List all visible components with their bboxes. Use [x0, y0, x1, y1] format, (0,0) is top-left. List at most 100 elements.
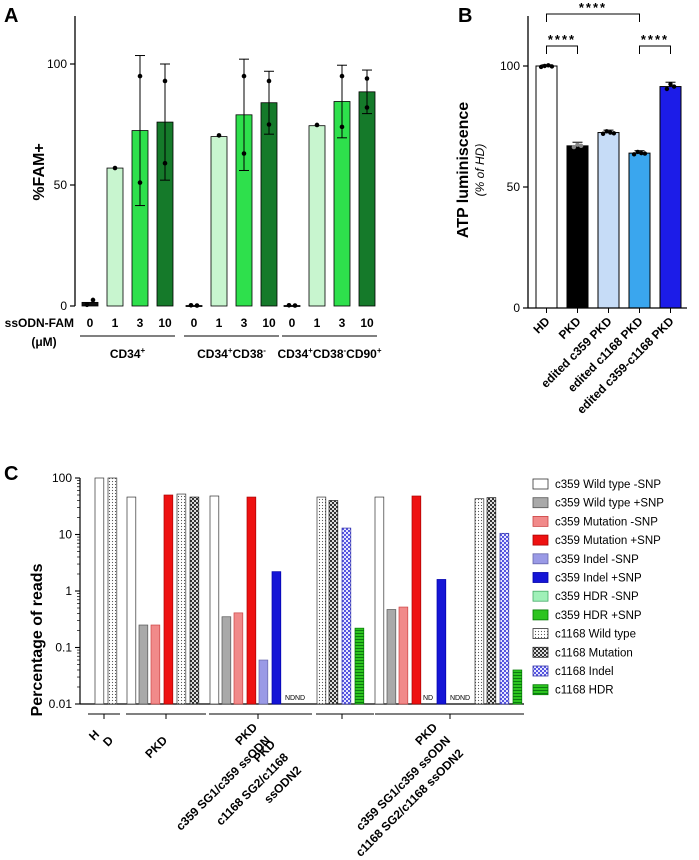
panel-a-point [194, 303, 200, 308]
panel-c-bar [258, 659, 269, 705]
panel-a-point [364, 76, 370, 81]
panel-a-group-label-part: - [344, 346, 347, 355]
panel-a-dose-label: 0 [191, 316, 198, 330]
panel-c-bar [233, 612, 244, 705]
panel-b-point [575, 142, 580, 147]
panel-c-legend-swatch [532, 572, 549, 583]
panel-a-group-label-part: + [308, 346, 313, 355]
panel-c-bar [126, 496, 137, 705]
panel-b-significance-bracket [546, 45, 578, 54]
panel-a-group-label-part: CD34 [110, 347, 141, 361]
panel-c-legend-swatch [532, 684, 549, 696]
panel-c-bar [374, 496, 385, 705]
panel-a-group-label-part: CD34 [277, 347, 308, 361]
panel-c-nd-label: ND [460, 695, 470, 702]
panel-b-significance-label: **** [579, 0, 607, 15]
panel-a-point [137, 180, 143, 185]
panel-a-point [162, 78, 168, 84]
panel-c-legend-label: c1168 Indel [555, 666, 614, 678]
panel-c-legend-label: c359 Mutation +SNP [555, 535, 661, 547]
panel-c-ytick-label: 0.01 [49, 697, 73, 711]
panel-c-bar [411, 495, 422, 705]
panel-c-ytick-label: 1 [65, 584, 72, 598]
panel-a-letter: A [4, 5, 18, 27]
panel-a-bar [283, 305, 301, 307]
panel-c-bar [150, 624, 161, 705]
panel-b-letter: B [458, 5, 472, 27]
panel-c-bar [189, 496, 200, 705]
panel-a-dose-label: 3 [241, 316, 248, 330]
panel-c-legend-label: c359 HDR +SNP [555, 610, 642, 622]
panel-a-point [286, 302, 292, 308]
panel-a-group-label: CD34+ [110, 346, 146, 361]
panel-c-bar [512, 669, 523, 705]
panel-c-legend-label: c359 Indel -SNP [555, 554, 639, 566]
panel-c-nd-label: ND [285, 695, 295, 702]
panel-a-bar [210, 136, 228, 307]
panel-c-ytick-label: 10 [59, 528, 73, 542]
panel-c-bar [341, 527, 352, 705]
panel-c-bar [328, 500, 339, 705]
panel-c-group-label: c1168 SG2/c1168 ssODN2 [353, 746, 466, 859]
panel-a-group-label-part: - [263, 346, 266, 355]
panel-a-group-label-part: + [228, 346, 233, 355]
panel-b-point [611, 131, 617, 136]
panel-a-group-label-part: CD38 [313, 347, 344, 361]
panel-c-ytick-label: 100 [52, 471, 72, 485]
panel-c-bar [486, 497, 497, 705]
panel-a-bar [185, 305, 203, 307]
panel-a-point [162, 160, 168, 166]
panel-a-point [241, 73, 247, 79]
panel-c-group-label: PKD [142, 733, 170, 761]
panel-c-legend-label: c359 Wild type +SNP [555, 498, 664, 510]
panel-a-point [266, 78, 272, 84]
panel-b-point [642, 151, 648, 156]
panel-c-legend-swatch [532, 609, 549, 621]
panel-b-point [671, 84, 677, 89]
panel-a-bar [81, 301, 99, 307]
panel-b-point [538, 64, 544, 70]
panel-b-point [635, 149, 640, 155]
panel-c-group-label: D [100, 733, 116, 749]
panel-b-point [578, 143, 584, 149]
panel-b-point [549, 64, 555, 69]
panel-b-point [546, 63, 551, 68]
panel-a-point [90, 297, 96, 303]
panel-b-bar [566, 145, 589, 309]
panel-a-ytick-label: 50 [54, 178, 68, 192]
panel-c-bar [107, 477, 118, 705]
panel-b-ylabel-sub: (% of HD) [473, 144, 487, 197]
panel-c-nd-label: ND [450, 695, 460, 702]
panel-c-bar [354, 627, 365, 705]
panel-b-significance-label: **** [641, 32, 669, 47]
panel-c-legend-label: c359 Indel +SNP [555, 573, 642, 585]
panel-c-legend-swatch [532, 516, 549, 527]
panel-a-ytick-label: 100 [47, 57, 67, 71]
panel-c-legend-label: c1168 Wild type [555, 629, 636, 641]
panel-c-legend-label: c359 Mutation -SNP [555, 516, 658, 528]
panel-c-bar [386, 609, 397, 705]
panel-a-group-label-part: CD90 [346, 347, 377, 361]
panel-c-legend-label: c359 HDR -SNP [555, 591, 639, 603]
panel-b-category-label: PKD [556, 314, 584, 342]
panel-b-category-label: HD [530, 314, 552, 336]
panel-a-dose-label: 10 [360, 316, 374, 330]
panel-a-point [266, 122, 272, 127]
panel-b-significance-bracket [639, 45, 671, 54]
panel-c-bar [436, 579, 447, 705]
panel-c-bar [246, 496, 257, 705]
panel-a-group-label: CD34+CD38-CD90+ [277, 346, 381, 361]
panel-a-group-label-part: + [141, 346, 146, 355]
panel-c-bar [94, 477, 105, 705]
panel-c-bar [138, 624, 149, 705]
panel-b-significance-bracket [546, 13, 640, 22]
panel-b-point [631, 152, 637, 157]
panel-a-bar [106, 167, 124, 307]
panel-c-ylabel: Percentage of reads [29, 563, 46, 716]
panel-c-bar [209, 495, 220, 705]
panel-a-group-label-part: + [377, 346, 382, 355]
panel-c-letter: C [4, 463, 18, 485]
panel-a-point [84, 302, 90, 308]
